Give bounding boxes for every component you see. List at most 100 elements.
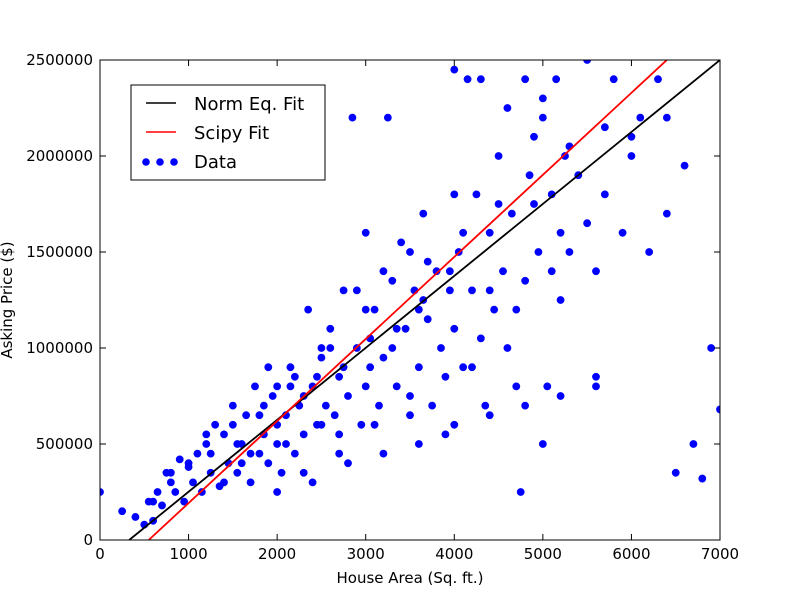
data-point [379,267,388,276]
data-point [494,152,503,160]
data-point [414,363,423,372]
data-point [423,315,432,324]
data-point [592,372,600,381]
axes-frame [99,59,721,541]
fit-line-scipy-fit [148,60,668,540]
data-point [561,152,569,160]
data-point [246,449,255,458]
data-point [450,65,459,74]
data-point [304,305,313,314]
data-point [534,248,543,256]
data-point [202,430,211,439]
data-point [450,420,459,429]
data-point [468,286,476,295]
data-point [406,392,414,400]
data-point [472,190,481,199]
data-point [273,440,282,448]
data-point [419,209,428,218]
x-tick-label: 0 [95,545,105,563]
data-point [600,123,609,132]
data-point [242,411,251,420]
data-point [423,257,432,266]
data-point [592,382,600,391]
data-point [361,305,370,314]
data-point [339,286,348,295]
data-point [512,382,521,391]
data-point [556,296,565,304]
data-point [361,382,370,391]
data-point [406,248,414,256]
data-point [344,459,352,468]
data-point [211,420,220,429]
data-point [326,324,335,333]
plot-content [100,60,720,540]
data-point [233,440,242,448]
data-point [251,382,259,391]
data-point [689,440,698,448]
data-point [552,75,561,84]
data-point [414,305,423,314]
data-point [379,449,388,458]
data-point [503,104,512,112]
data-point [592,267,600,276]
data-point [175,455,184,464]
data-point [645,248,654,256]
data-point [166,468,175,477]
data-point [202,440,211,448]
data-point [414,440,423,448]
data-point [273,382,282,391]
data-point [397,238,406,247]
x-tick-label: 2000 [258,545,296,563]
data-point [476,334,485,343]
data-point [662,209,671,218]
data-point [485,411,494,420]
x-tick-label: 1000 [169,545,207,563]
data-point [290,449,299,458]
legend-swatch-marker [170,158,178,166]
data-point [352,286,361,295]
data-point [158,501,166,510]
data-point [680,161,689,170]
data-point [530,132,538,141]
data-point [388,344,397,352]
data-point [538,94,547,103]
data-point [485,286,494,295]
data-point [233,468,242,477]
y-tick-label: 0 [83,531,93,549]
data-point [698,474,707,483]
data-point [450,190,459,199]
y-tick-label: 1500000 [26,243,93,261]
data-point [525,171,534,180]
data-point [538,113,547,122]
x-tick-label: 4000 [435,545,473,563]
data-point [153,488,162,496]
data-point [330,411,339,420]
data-point [468,363,476,372]
data-point [401,324,410,333]
data-point [366,363,375,372]
data-point [189,478,197,487]
data-point [662,113,671,122]
data-point [671,468,680,477]
data-point [516,488,525,496]
data-point [445,286,454,295]
x-tick-label: 5000 [524,545,562,563]
data-point [264,363,273,372]
data-point [521,401,530,410]
data-point [547,267,556,276]
data-point [255,411,264,420]
data-point [228,401,237,410]
data-point [494,200,503,208]
x-tick-label: 7000 [701,545,739,563]
data-point [609,75,618,84]
data-point [361,228,370,237]
data-point [499,267,507,276]
data-point [383,113,392,122]
data-point [206,449,215,458]
data-point [193,449,202,458]
data-point [321,401,330,410]
x-tick-label: 6000 [612,545,650,563]
data-point [357,420,366,429]
data-point [166,478,175,487]
